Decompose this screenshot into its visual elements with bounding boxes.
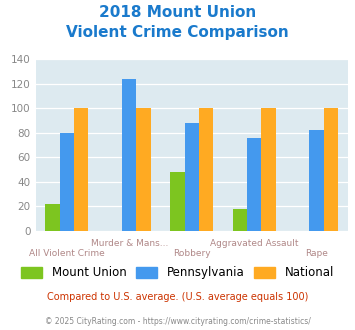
Bar	[310, 130, 324, 231]
Text: Compared to U.S. average. (U.S. average equals 100): Compared to U.S. average. (U.S. average …	[47, 292, 308, 302]
Bar	[185, 123, 199, 231]
Text: Aggravated Assault: Aggravated Assault	[210, 239, 299, 248]
Text: Rape: Rape	[305, 249, 328, 258]
Bar	[136, 109, 151, 231]
Bar	[233, 209, 247, 231]
Bar	[261, 109, 276, 231]
Bar	[74, 109, 88, 231]
Bar	[324, 109, 338, 231]
Text: Violent Crime Comparison: Violent Crime Comparison	[66, 25, 289, 40]
Bar	[170, 172, 185, 231]
Bar	[60, 133, 74, 231]
Bar	[199, 109, 213, 231]
Legend: Mount Union, Pennsylvania, National: Mount Union, Pennsylvania, National	[16, 262, 339, 284]
Bar	[122, 79, 136, 231]
Text: © 2025 CityRating.com - https://www.cityrating.com/crime-statistics/: © 2025 CityRating.com - https://www.city…	[45, 317, 310, 326]
Bar	[45, 204, 60, 231]
Text: 2018 Mount Union: 2018 Mount Union	[99, 5, 256, 20]
Text: All Violent Crime: All Violent Crime	[29, 249, 105, 258]
Bar	[247, 138, 261, 231]
Text: Robbery: Robbery	[173, 249, 211, 258]
Text: Murder & Mans...: Murder & Mans...	[91, 239, 168, 248]
